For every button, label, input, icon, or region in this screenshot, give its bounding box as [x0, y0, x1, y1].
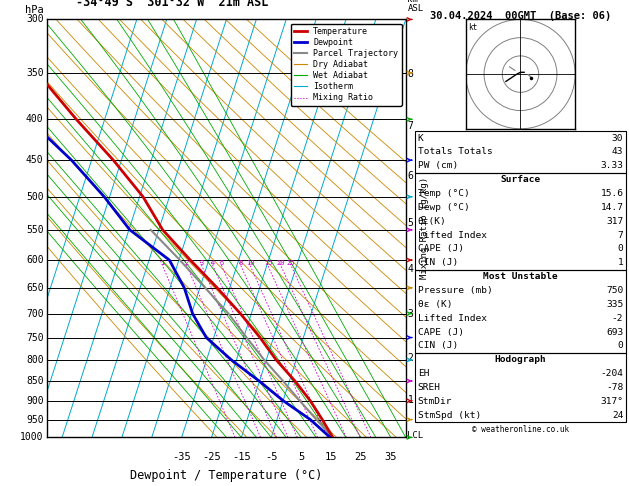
- Text: 0: 0: [618, 244, 623, 254]
- Text: 800: 800: [26, 355, 43, 365]
- Text: -25: -25: [202, 452, 221, 462]
- Text: StmSpd (kt): StmSpd (kt): [418, 411, 481, 420]
- Text: EH: EH: [418, 369, 429, 378]
- Text: SREH: SREH: [418, 383, 441, 392]
- Text: Most Unstable: Most Unstable: [483, 272, 558, 281]
- Text: 5: 5: [220, 260, 224, 266]
- Text: 600: 600: [26, 255, 43, 265]
- Text: 30: 30: [612, 134, 623, 143]
- Text: 8: 8: [239, 260, 243, 266]
- Text: 3: 3: [200, 260, 204, 266]
- Text: 317: 317: [606, 217, 623, 226]
- Text: 35: 35: [384, 452, 397, 462]
- Text: 693: 693: [606, 328, 623, 337]
- Text: 2: 2: [408, 353, 413, 363]
- Text: 10: 10: [246, 260, 255, 266]
- Text: θε (K): θε (K): [418, 300, 452, 309]
- Text: © weatheronline.co.uk: © weatheronline.co.uk: [472, 425, 569, 434]
- Text: 650: 650: [26, 283, 43, 293]
- Text: 15: 15: [325, 452, 337, 462]
- Text: 6: 6: [408, 171, 413, 181]
- Text: 317°: 317°: [600, 397, 623, 406]
- Text: PW (cm): PW (cm): [418, 161, 458, 171]
- Text: 24: 24: [612, 411, 623, 420]
- Text: 3.33: 3.33: [600, 161, 623, 171]
- Text: 900: 900: [26, 396, 43, 406]
- Text: Surface: Surface: [501, 175, 540, 184]
- Text: 15.6: 15.6: [600, 189, 623, 198]
- Text: Lifted Index: Lifted Index: [418, 313, 487, 323]
- Text: -78: -78: [606, 383, 623, 392]
- Text: 400: 400: [26, 114, 43, 124]
- Text: 2: 2: [185, 260, 189, 266]
- Text: 1: 1: [160, 260, 165, 266]
- Text: 20: 20: [277, 260, 285, 266]
- Text: 950: 950: [26, 415, 43, 425]
- Text: 300: 300: [26, 15, 43, 24]
- Text: Mixing Ratio (g/kg): Mixing Ratio (g/kg): [420, 177, 429, 279]
- Text: 550: 550: [26, 225, 43, 235]
- Text: 500: 500: [26, 192, 43, 202]
- Text: 750: 750: [606, 286, 623, 295]
- Text: 450: 450: [26, 155, 43, 165]
- Text: 5: 5: [408, 219, 413, 228]
- Text: 25: 25: [355, 452, 367, 462]
- Text: -15: -15: [232, 452, 251, 462]
- Text: Dewpoint / Temperature (°C): Dewpoint / Temperature (°C): [130, 469, 323, 482]
- Text: 0: 0: [618, 341, 623, 350]
- Text: 4: 4: [211, 260, 215, 266]
- Text: 1: 1: [618, 258, 623, 267]
- Text: 25: 25: [287, 260, 296, 266]
- Text: 850: 850: [26, 376, 43, 386]
- Text: Totals Totals: Totals Totals: [418, 147, 493, 156]
- Text: kt: kt: [467, 23, 477, 32]
- Legend: Temperature, Dewpoint, Parcel Trajectory, Dry Adiabat, Wet Adiabat, Isotherm, Mi: Temperature, Dewpoint, Parcel Trajectory…: [291, 24, 401, 106]
- Text: 1000: 1000: [20, 433, 43, 442]
- Text: km
ASL: km ASL: [408, 0, 423, 13]
- Text: 350: 350: [26, 68, 43, 78]
- Text: Lifted Index: Lifted Index: [418, 230, 487, 240]
- Text: 750: 750: [26, 332, 43, 343]
- Text: Dewp (°C): Dewp (°C): [418, 203, 469, 212]
- Text: CAPE (J): CAPE (J): [418, 244, 464, 254]
- Text: Temp (°C): Temp (°C): [418, 189, 469, 198]
- Text: 5: 5: [298, 452, 304, 462]
- Text: CIN (J): CIN (J): [418, 258, 458, 267]
- Text: 3: 3: [408, 309, 413, 319]
- Text: 1: 1: [408, 395, 413, 405]
- Text: -204: -204: [600, 369, 623, 378]
- Text: Pressure (mb): Pressure (mb): [418, 286, 493, 295]
- Text: CIN (J): CIN (J): [418, 341, 458, 350]
- Text: 7: 7: [408, 121, 413, 131]
- Text: 14.7: 14.7: [600, 203, 623, 212]
- Text: 8: 8: [408, 69, 413, 79]
- Text: 335: 335: [606, 300, 623, 309]
- Text: 7: 7: [618, 230, 623, 240]
- Text: K: K: [418, 134, 423, 143]
- Text: CAPE (J): CAPE (J): [418, 328, 464, 337]
- Text: 15: 15: [264, 260, 272, 266]
- Text: 43: 43: [612, 147, 623, 156]
- Text: Hodograph: Hodograph: [494, 355, 547, 364]
- Text: -5: -5: [265, 452, 277, 462]
- Text: 30.04.2024  00GMT  (Base: 06): 30.04.2024 00GMT (Base: 06): [430, 11, 611, 21]
- Text: hPa: hPa: [25, 5, 43, 15]
- Text: 4: 4: [408, 264, 413, 274]
- Text: -34°49'S  301°32'W  21m ASL: -34°49'S 301°32'W 21m ASL: [77, 0, 269, 9]
- Text: θε(K): θε(K): [418, 217, 447, 226]
- Text: -35: -35: [172, 452, 191, 462]
- Text: StmDir: StmDir: [418, 397, 452, 406]
- Text: -2: -2: [612, 313, 623, 323]
- Text: 700: 700: [26, 309, 43, 319]
- Text: LCL: LCL: [408, 431, 423, 440]
